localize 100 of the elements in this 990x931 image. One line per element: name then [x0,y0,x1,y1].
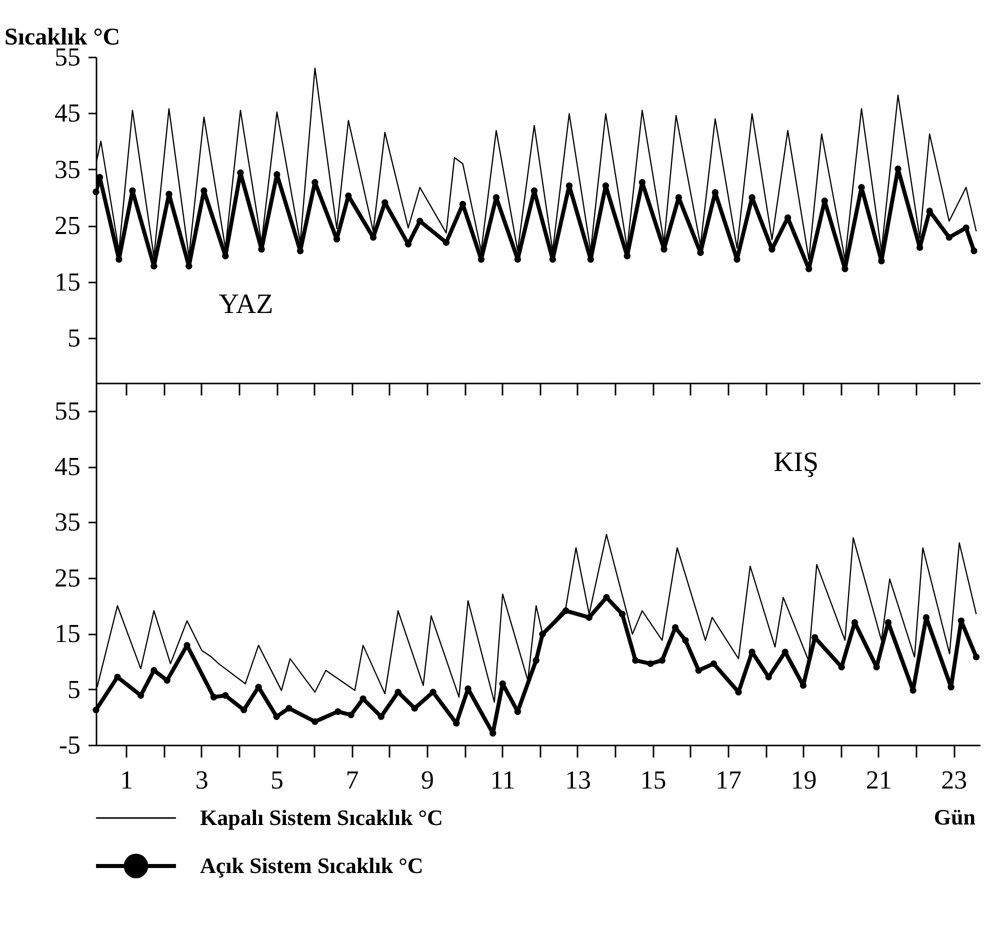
point [800,682,807,689]
point [442,239,450,246]
point [137,692,144,699]
point [946,234,953,241]
point [697,249,704,256]
point [240,706,248,714]
point [916,244,924,251]
point [222,252,229,260]
point [430,688,436,696]
point [748,194,756,201]
x-tick-label: 9 [421,766,434,794]
x-tick-label: 19 [790,766,817,794]
point [210,694,218,700]
point [618,610,626,618]
point [274,171,280,178]
point [562,607,570,614]
point [970,248,978,254]
x-tick-label: 7 [346,766,359,794]
point [873,664,880,670]
annotation: YAZ [218,289,274,320]
point [166,190,172,198]
point [647,660,654,668]
point [312,718,318,725]
point [92,188,100,196]
y-tick-label: 5 [68,324,80,353]
point [812,634,818,641]
legend-label: Açık Sistem Sıcaklık °C [200,853,424,878]
point [394,688,402,696]
point [838,664,845,670]
point [878,258,885,264]
point [910,687,916,694]
point [586,614,593,621]
annotation: KIŞ [773,447,819,478]
x-tick-label: 15 [640,766,666,794]
point [334,708,342,715]
x-tick-label: 17 [715,766,742,794]
point [286,704,292,712]
point [710,660,718,668]
point [962,224,970,232]
legend-label: Kapalı Sistem Sıcaklık °C [200,805,443,830]
point [382,199,388,206]
x-tick-label: 13 [565,766,591,794]
point [958,617,965,624]
y-tick-label: 15 [54,267,80,296]
point [602,182,610,190]
point [499,680,506,688]
point [492,194,500,201]
point [92,706,100,714]
point [894,166,902,172]
y-tick-label: 45 [54,452,80,482]
point [273,713,280,720]
point [805,266,812,272]
y-tick-label: 25 [54,211,80,240]
point [658,657,666,664]
point [712,189,719,196]
point [695,667,702,674]
point [378,713,384,720]
point [96,174,104,181]
x-tick-label: 11 [490,766,516,794]
point [603,594,610,601]
point [222,692,229,699]
point [150,667,158,674]
point [490,730,496,737]
point [360,695,366,702]
point [972,654,980,660]
y-tick-label: 5 [68,674,80,704]
point [114,674,121,680]
point [164,677,170,684]
y-tick-label: 35 [54,508,80,537]
point [296,248,304,254]
point [186,262,192,270]
x-tick-label: 21 [866,766,892,794]
point [411,704,418,712]
point [948,684,954,690]
x-axis-title: Gün [934,804,976,830]
point [348,712,354,718]
y-tick-label: 25 [54,563,80,592]
point [333,236,340,242]
point [922,614,930,621]
y-tick-label: -5 [58,730,80,760]
point [624,252,631,260]
point [884,619,892,626]
point [821,198,828,204]
point [312,178,318,186]
y-tick-label: 55 [54,396,80,426]
point [532,657,540,664]
x-tick-label: 23 [941,766,968,794]
point [539,630,546,638]
x-tick-label: 3 [195,766,208,794]
point [632,657,639,664]
y-tick-label: 35 [54,154,80,184]
point [682,636,689,644]
point [150,262,158,270]
point [566,182,573,190]
x-tick-label: 1 [120,766,134,794]
point [842,266,848,272]
y-tick-label: 45 [54,98,80,128]
x-tick-label: 5 [270,766,284,794]
y-tick-label: 15 [54,619,80,648]
point [638,178,646,186]
